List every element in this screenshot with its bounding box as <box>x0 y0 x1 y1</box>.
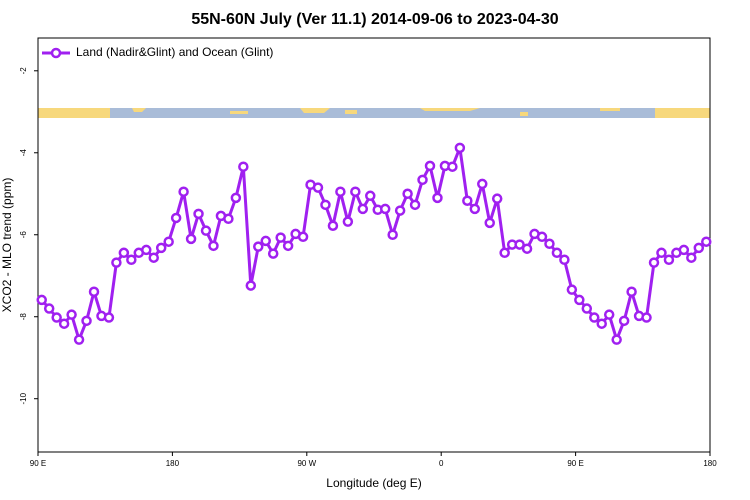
data-point <box>163 236 174 247</box>
map-strip <box>38 108 710 118</box>
x-tick-label: 180 <box>703 459 717 468</box>
data-point <box>678 244 690 256</box>
data-point <box>335 186 346 197</box>
data-point <box>312 182 324 193</box>
data-point <box>245 280 257 291</box>
data-point <box>170 212 182 224</box>
data-point <box>536 231 548 243</box>
data-point <box>484 217 495 229</box>
data-point <box>342 216 354 227</box>
data-point <box>155 242 167 254</box>
x-tick-label: 180 <box>166 459 180 468</box>
data-point <box>58 318 70 329</box>
data-point <box>701 236 712 247</box>
data-point <box>141 244 152 256</box>
data-point <box>327 220 339 231</box>
data-point <box>469 203 481 215</box>
x-tick-label: 90 E <box>567 459 583 468</box>
data-point <box>663 254 675 266</box>
data-point <box>73 334 85 345</box>
x-tick-label: 90 W <box>297 459 316 468</box>
y-tick-label: -6 <box>19 231 28 239</box>
legend-marker <box>50 47 62 59</box>
legend-label: Land (Nadir&Glint) and Ocean (Glint) <box>76 45 273 59</box>
data-point <box>297 231 309 243</box>
data-point <box>499 247 510 259</box>
data-point <box>402 188 413 200</box>
data-point <box>447 161 458 172</box>
data-point <box>611 334 622 345</box>
x-axis-label: Longitude (deg E) <box>326 476 421 490</box>
data-point <box>379 203 391 215</box>
y-tick-label: -4 <box>19 149 28 157</box>
plot-frame <box>37 37 711 453</box>
y-tick-label: -8 <box>19 313 28 321</box>
data-point <box>200 225 212 236</box>
data-point <box>596 318 607 329</box>
data-point <box>589 312 600 323</box>
data-point <box>111 257 122 268</box>
data-point <box>350 186 361 197</box>
data-point <box>477 178 488 190</box>
data-point <box>126 254 137 266</box>
data-point <box>253 241 264 252</box>
data-point <box>320 199 331 211</box>
data-point <box>626 286 637 297</box>
data-point <box>275 232 286 243</box>
data-point <box>178 186 189 197</box>
y-axis-label: XCO2 - MLO trend (ppm) <box>0 178 14 313</box>
legend: Land (Nadir&Glint) and Ocean (Glint) <box>42 45 273 59</box>
data-point <box>648 257 660 268</box>
data-point <box>43 303 55 314</box>
y-tick-label: -10 <box>19 392 28 404</box>
data-point <box>491 193 503 204</box>
data-point <box>409 199 421 211</box>
chart-title: 55N-60N July (Ver 11.1) 2014-09-06 to 20… <box>191 11 558 28</box>
data-point <box>103 312 115 323</box>
data-point <box>641 312 652 323</box>
data-point <box>693 242 705 254</box>
data-point <box>193 208 204 220</box>
data-point <box>394 205 406 216</box>
y-tick-label: -2 <box>19 67 28 75</box>
x-tick-label: 0 <box>439 459 444 468</box>
data-point <box>454 142 466 154</box>
data-point <box>88 286 100 297</box>
data-point <box>521 243 533 254</box>
data-point <box>618 315 630 327</box>
data-point <box>581 303 593 314</box>
data-point <box>656 247 667 259</box>
data-point <box>603 309 615 320</box>
data-point <box>559 254 570 266</box>
data-point <box>238 161 249 172</box>
data-point <box>118 247 130 259</box>
data-point <box>387 229 398 241</box>
data-point <box>417 174 428 186</box>
data-point <box>148 252 159 263</box>
data-point <box>514 239 525 250</box>
data-point <box>365 190 376 202</box>
data-point <box>230 192 242 204</box>
data-point <box>432 192 443 204</box>
data-point <box>81 315 92 327</box>
data-point <box>462 195 473 206</box>
data-point <box>686 252 697 263</box>
data-point <box>566 284 578 295</box>
data-point <box>424 160 436 172</box>
data-point <box>551 247 563 259</box>
data-point <box>223 213 234 225</box>
x-tick-label: 90 E <box>30 459 46 468</box>
data-point <box>282 240 294 252</box>
data-point <box>66 309 77 320</box>
data-point <box>544 238 555 250</box>
data-point <box>357 203 369 215</box>
data-point <box>51 312 62 323</box>
data-point <box>36 294 47 306</box>
data-point <box>208 240 219 252</box>
data-point <box>267 248 279 259</box>
data-point <box>185 233 197 245</box>
data-point <box>260 235 271 247</box>
data-point <box>574 294 585 306</box>
